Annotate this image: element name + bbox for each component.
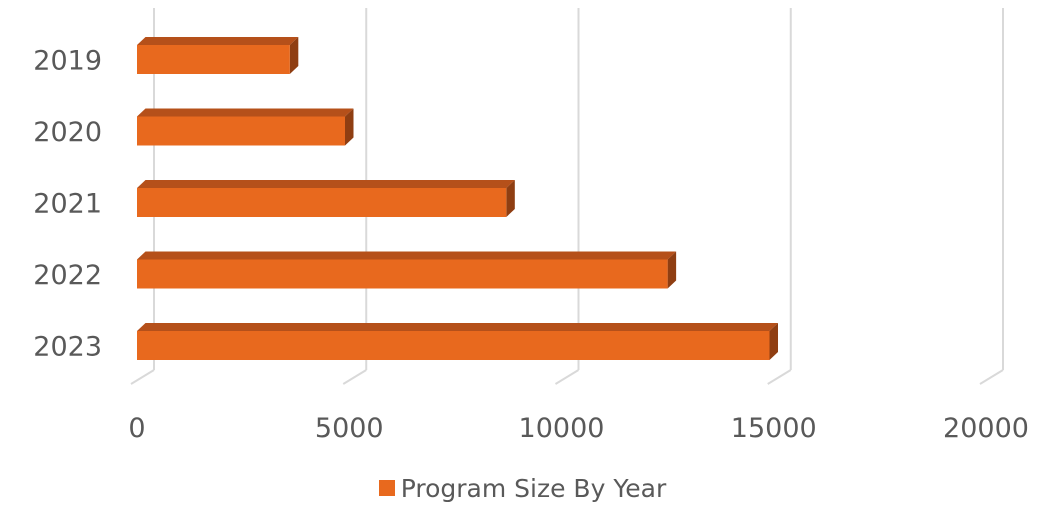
bar-top-face: [137, 251, 677, 260]
bar-side-face: [667, 251, 677, 289]
gridline-floor: [554, 369, 580, 385]
y-tick-label: 2022: [33, 260, 102, 291]
y-tick-label: 2021: [33, 189, 102, 220]
y-tick-label: 2020: [33, 117, 102, 148]
gridline-floor: [767, 369, 792, 385]
y-tick-label: 2023: [33, 332, 102, 363]
legend-label: Program Size By Year: [400, 474, 667, 503]
bar: [137, 45, 290, 74]
gridline-floor: [979, 369, 1004, 385]
x-tick-label: 20000: [943, 413, 1029, 444]
bar-side-face: [289, 37, 299, 74]
gridline-floor: [342, 369, 367, 385]
bar-top-face: [137, 37, 299, 45]
bar: [137, 116, 346, 146]
x-tick-label: 0: [128, 413, 145, 444]
bar-side-face: [769, 323, 779, 360]
bar: [137, 331, 770, 360]
bar-top-face: [137, 108, 354, 117]
gridline-floor: [130, 369, 155, 385]
legend: Program Size By Year: [0, 474, 1045, 503]
x-tick-label: 5000: [315, 413, 384, 444]
bar-top-face: [137, 180, 515, 188]
x-tick-label: 15000: [731, 413, 817, 444]
x-tick-label: 10000: [519, 413, 605, 444]
bar: [137, 188, 507, 217]
y-tick-label: 2019: [33, 46, 102, 77]
bar-top-face: [137, 323, 779, 331]
legend-swatch: [378, 480, 395, 496]
bar-side-face: [345, 108, 354, 146]
bar-side-face: [506, 180, 515, 217]
bar: [137, 259, 668, 289]
